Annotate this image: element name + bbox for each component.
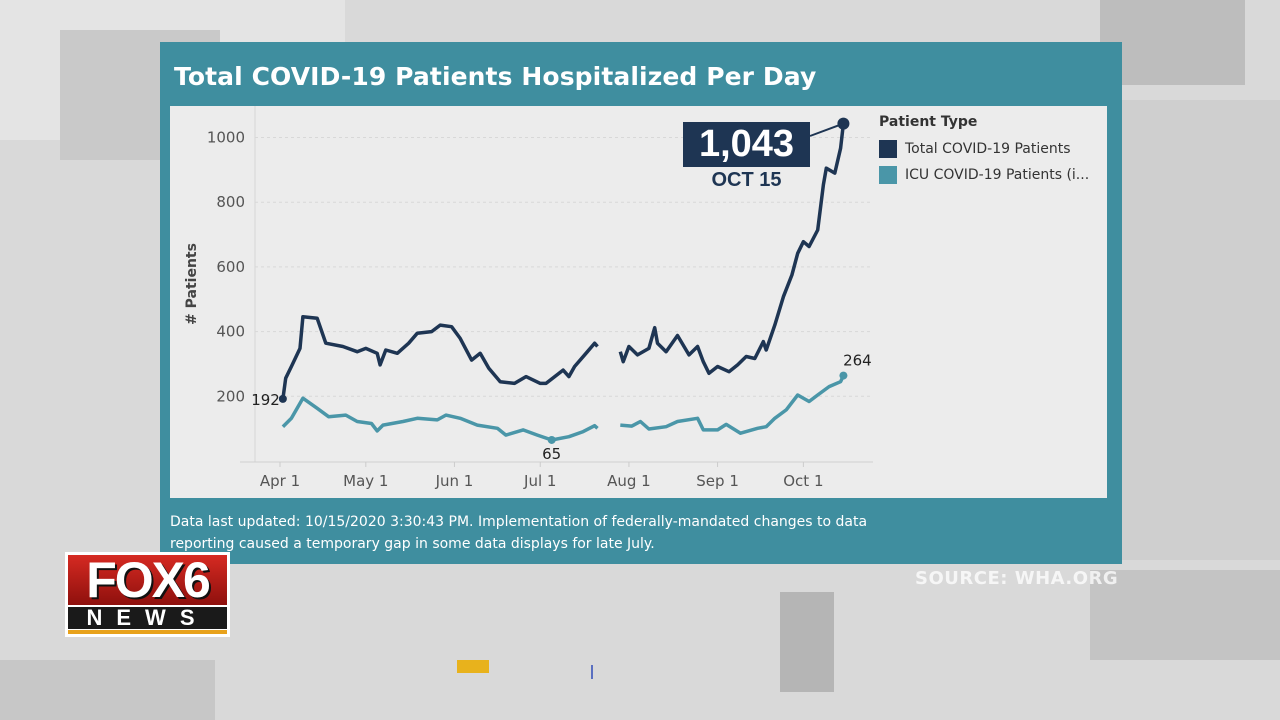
series-line-icu xyxy=(281,396,599,442)
x-tick-label: Oct 1 xyxy=(783,472,823,490)
data-point xyxy=(278,394,287,403)
callout-date: OCT 15 xyxy=(711,169,782,191)
y-axis-label: # Patients xyxy=(184,243,200,325)
x-tick-label: Sep 1 xyxy=(696,472,739,490)
y-tick-label: 800 xyxy=(216,193,245,211)
background-block xyxy=(780,592,834,692)
x-tick-label: Jul 1 xyxy=(523,472,556,490)
chart-title: Total COVID-19 Patients Hospitalized Per… xyxy=(174,62,817,91)
series-line-icu xyxy=(620,374,845,435)
legend-item-total[interactable]: Total COVID-19 Patients xyxy=(879,136,1089,162)
background-block xyxy=(1090,570,1280,660)
data-label: 264 xyxy=(843,352,872,370)
blue-accent xyxy=(591,665,593,679)
x-tick-label: May 1 xyxy=(343,472,388,490)
background-block xyxy=(1122,100,1280,560)
logo-top: FOX6 xyxy=(68,555,227,605)
logo-bottom: NEWS xyxy=(68,607,227,629)
legend-title: Patient Type xyxy=(879,114,978,130)
fox6-news-logo: FOX6 NEWS xyxy=(65,552,230,637)
background-block xyxy=(1100,0,1245,85)
series-line-total xyxy=(281,314,599,400)
logo-stripe xyxy=(68,630,227,634)
yellow-accent xyxy=(457,660,489,673)
y-tick-label: 1000 xyxy=(207,129,245,147)
legend: Patient Type Total COVID-19 Patients ICU… xyxy=(879,114,1089,188)
data-point xyxy=(839,371,848,380)
data-point xyxy=(547,435,556,444)
y-tick-label: 600 xyxy=(216,258,245,276)
data-label: 65 xyxy=(542,445,561,463)
y-tick-label: 400 xyxy=(216,323,245,341)
line-chart: 200 400 600 800 1000 Apr 1 May 1 Jun 1 Jul 1 Aug … xyxy=(184,106,873,490)
legend-label: Total COVID-19 Patients xyxy=(905,141,1071,157)
legend-swatch-icu xyxy=(879,166,897,184)
x-tick-label: Aug 1 xyxy=(607,472,651,490)
series-line-total xyxy=(618,123,846,376)
source-credit: SOURCE: WHA.ORG xyxy=(915,568,1119,589)
data-label: 192 xyxy=(251,391,280,409)
legend-swatch-total xyxy=(879,140,897,158)
y-tick-label: 200 xyxy=(216,387,245,405)
background-block xyxy=(0,660,215,720)
plot-area xyxy=(170,106,1107,498)
callout-connector xyxy=(809,122,844,137)
legend-item-icu[interactable]: ICU COVID-19 Patients (i... xyxy=(879,162,1089,188)
x-tick-label: Apr 1 xyxy=(260,472,300,490)
footer-note: Data last updated: 10/15/2020 3:30:43 PM… xyxy=(170,514,868,552)
callout-value: 1,043 xyxy=(683,122,810,167)
x-tick-label: Jun 1 xyxy=(435,472,474,490)
legend-label: ICU COVID-19 Patients (i... xyxy=(905,167,1090,183)
